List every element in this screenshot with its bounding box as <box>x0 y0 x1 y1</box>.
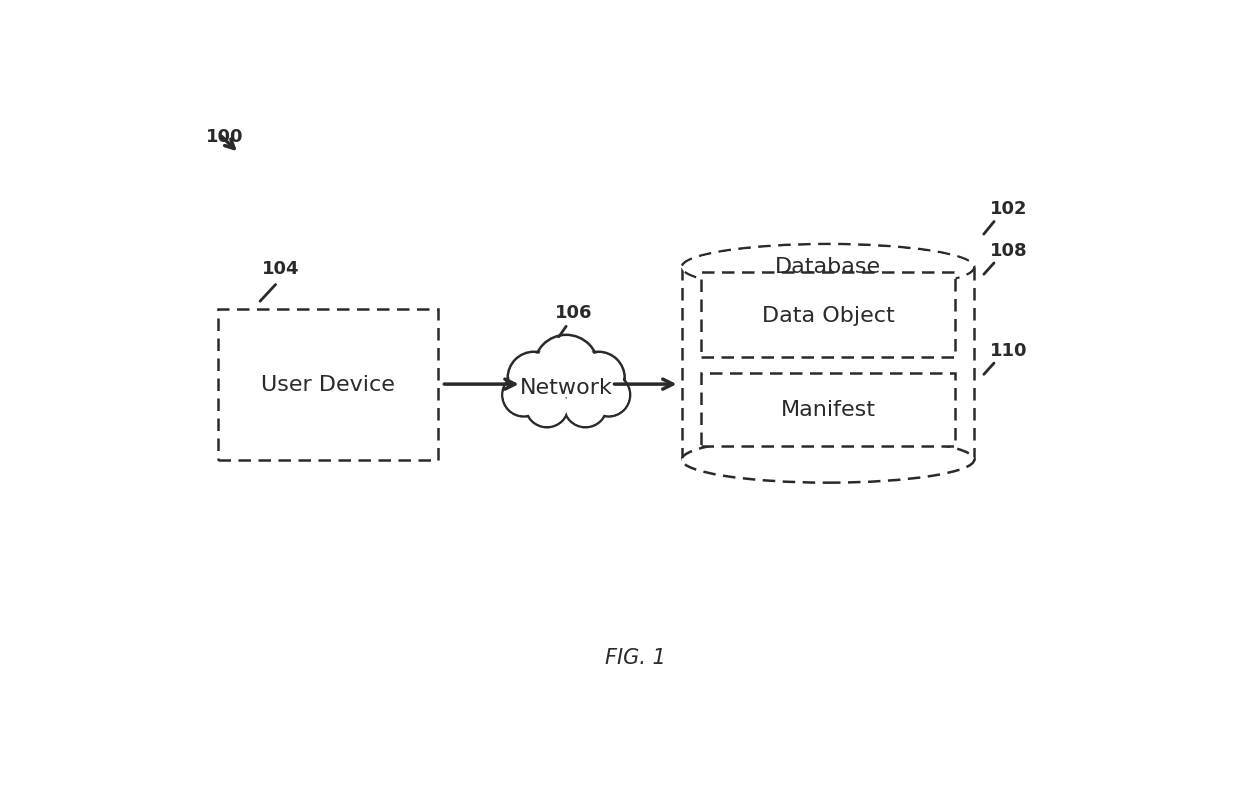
Ellipse shape <box>683 246 972 290</box>
Circle shape <box>527 387 567 426</box>
Ellipse shape <box>682 437 975 483</box>
Text: Manifest: Manifest <box>780 399 875 419</box>
Text: Network: Network <box>520 378 613 398</box>
Circle shape <box>564 385 608 427</box>
Text: 100: 100 <box>206 128 243 146</box>
Bar <box>701 373 955 446</box>
Circle shape <box>505 376 543 415</box>
Circle shape <box>574 354 622 403</box>
Text: 104: 104 <box>262 260 300 277</box>
Circle shape <box>526 385 568 427</box>
Circle shape <box>589 376 629 415</box>
Circle shape <box>502 374 546 417</box>
Text: User Device: User Device <box>260 375 394 395</box>
Text: Database: Database <box>775 256 882 276</box>
Circle shape <box>510 354 558 403</box>
Text: 102: 102 <box>990 200 1027 218</box>
Text: FIG. 1: FIG. 1 <box>605 648 666 667</box>
Circle shape <box>587 374 630 417</box>
Text: 110: 110 <box>990 342 1027 359</box>
Text: 106: 106 <box>554 304 593 322</box>
Ellipse shape <box>682 245 975 291</box>
Bar <box>701 273 955 358</box>
Circle shape <box>573 352 625 405</box>
Bar <box>682 268 975 460</box>
Bar <box>218 310 438 460</box>
Circle shape <box>534 335 599 400</box>
Circle shape <box>565 387 605 426</box>
Text: 108: 108 <box>990 241 1027 259</box>
Circle shape <box>537 338 595 397</box>
Circle shape <box>507 352 560 405</box>
Text: Data Object: Data Object <box>761 306 894 326</box>
